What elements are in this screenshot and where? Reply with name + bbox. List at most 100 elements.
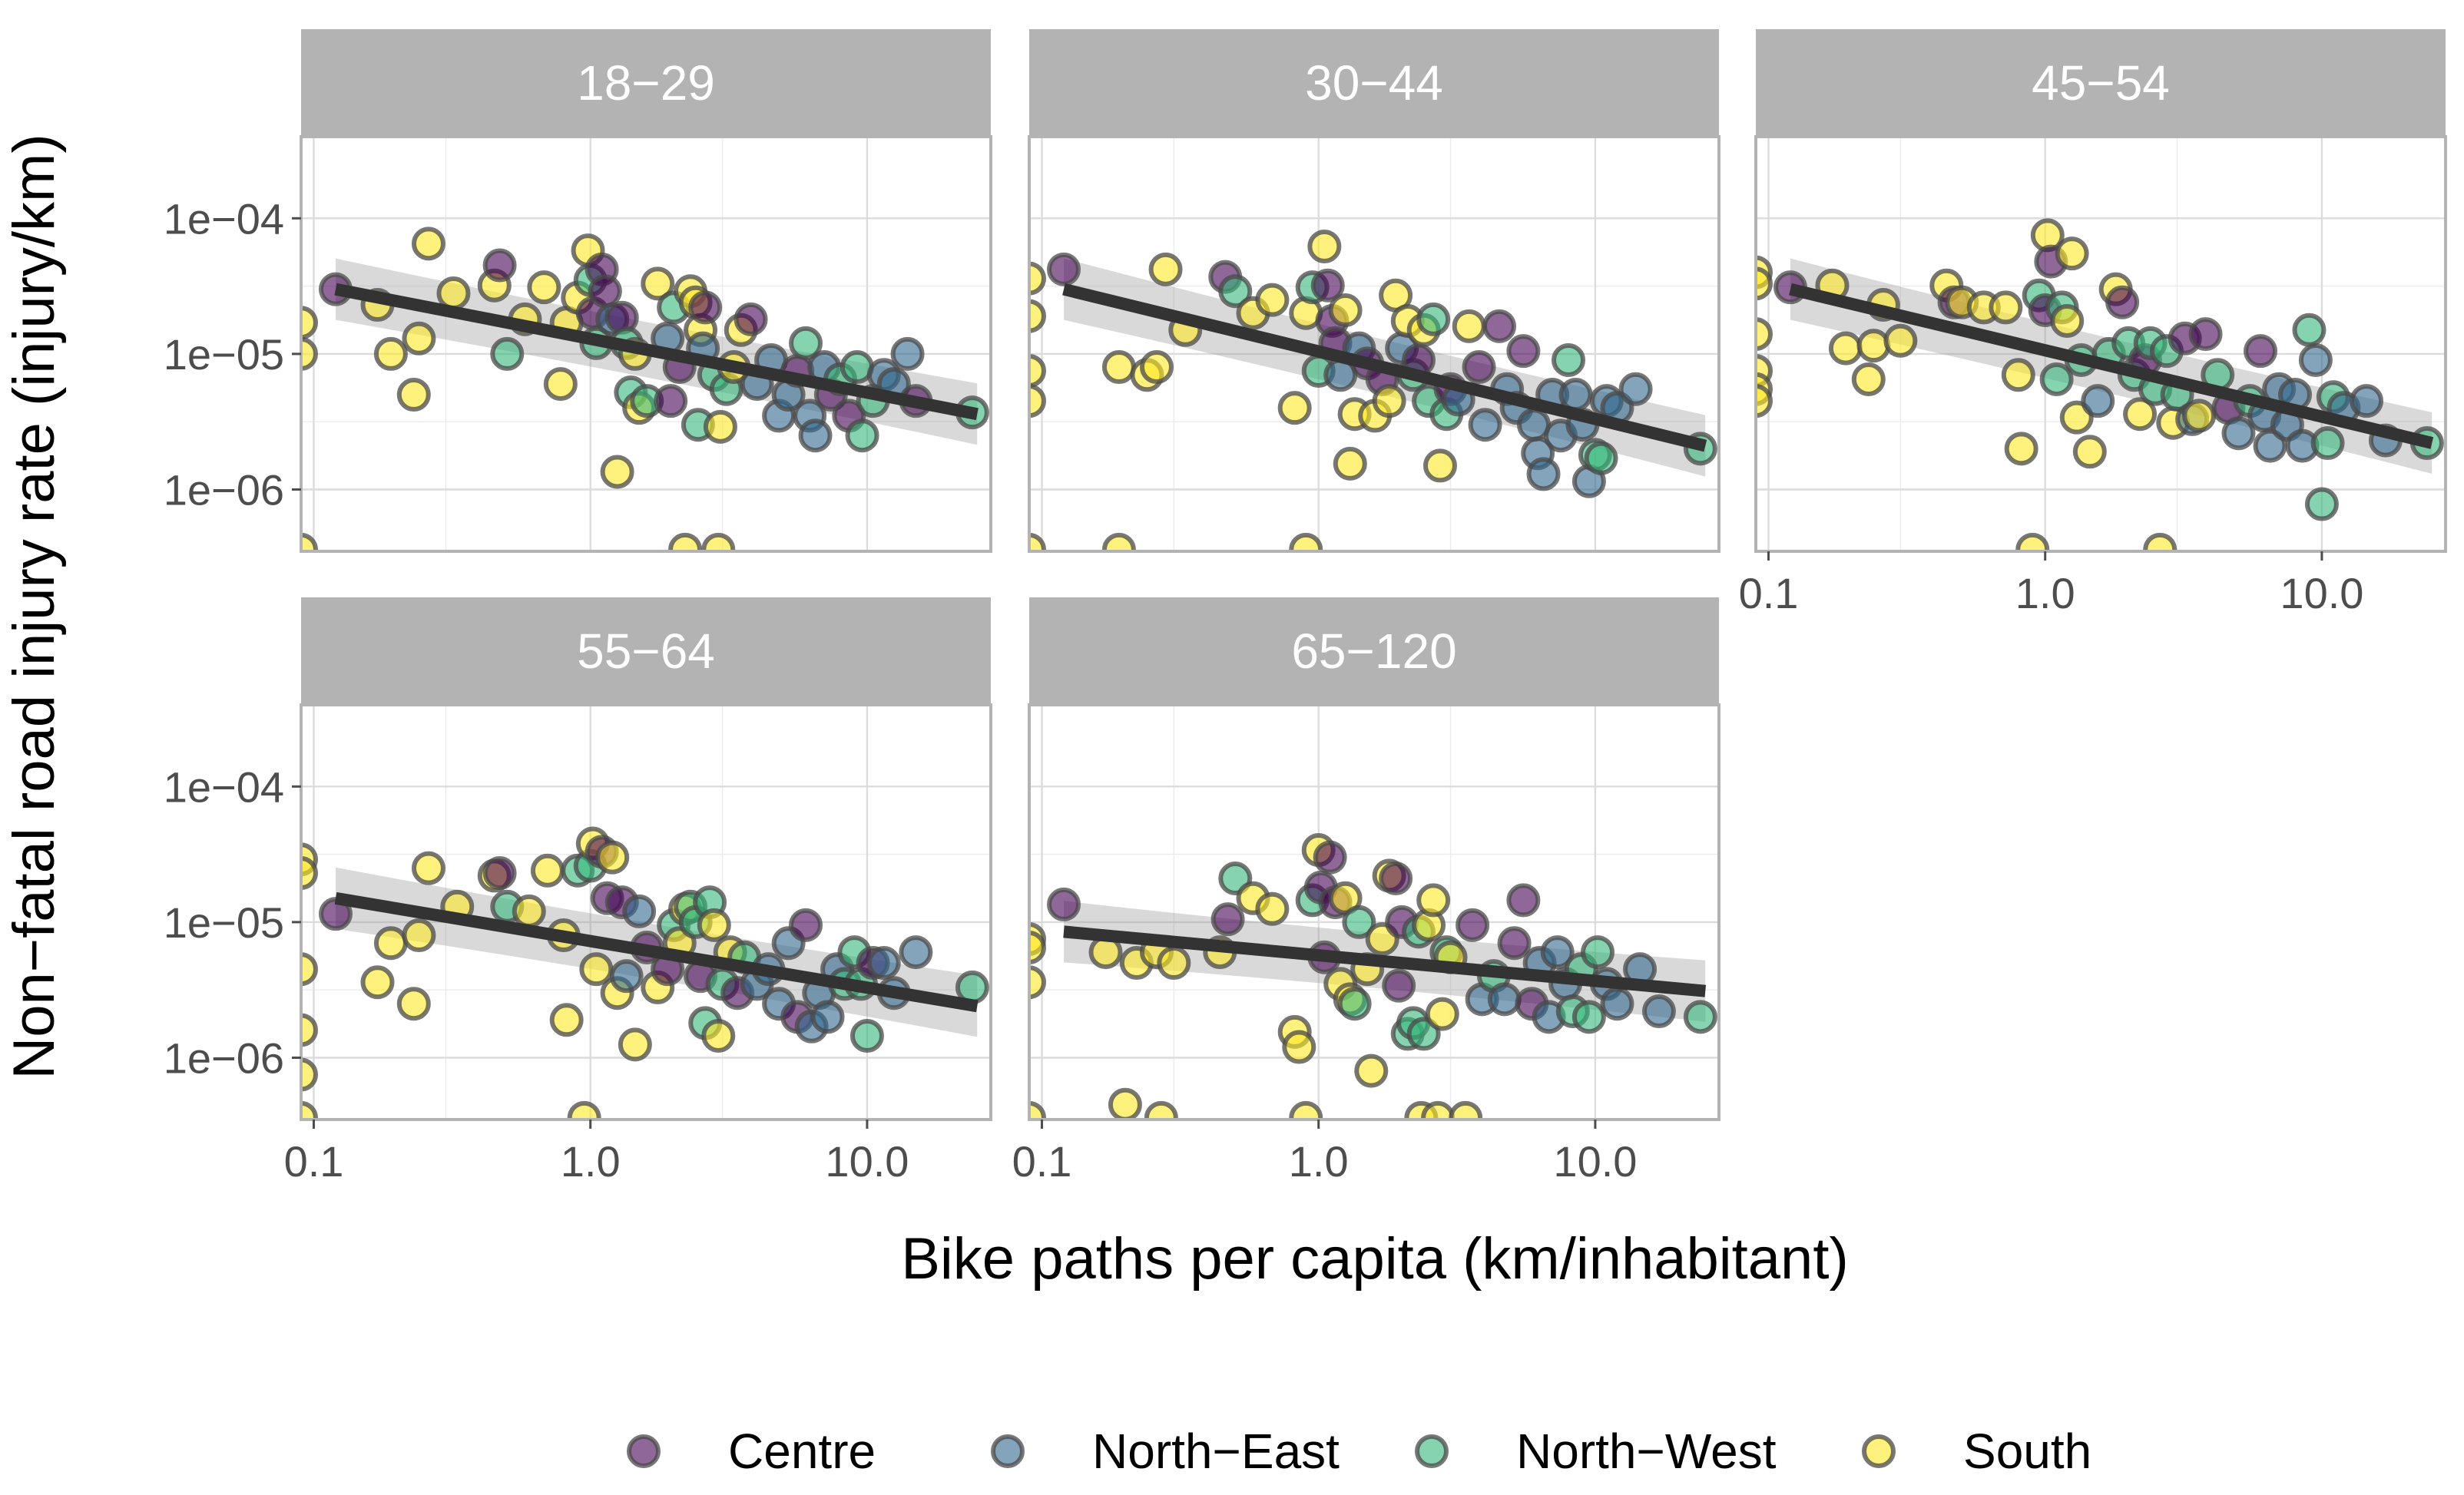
data-point xyxy=(579,952,614,987)
legend-key xyxy=(1862,1434,1896,1468)
data-point xyxy=(2001,358,2035,392)
legend-item: South xyxy=(1862,1424,2091,1479)
data-point xyxy=(512,894,546,928)
data-point xyxy=(490,336,525,371)
regression-line xyxy=(334,891,979,1013)
strip-background xyxy=(1029,29,1719,137)
data-point xyxy=(1148,252,1183,286)
data-point xyxy=(1379,862,1413,896)
x-axis: 0.1 1.0 10.0 xyxy=(1012,1120,1637,1186)
x-tick-label: 1.0 xyxy=(561,1137,621,1186)
data-point xyxy=(668,532,703,551)
x-tick-label: 0.1 xyxy=(284,1137,344,1186)
data-point xyxy=(1641,994,1676,1029)
y-tick-label: 1e−06 xyxy=(164,1034,284,1082)
data-point xyxy=(301,1057,318,1092)
data-point xyxy=(1581,935,1615,970)
data-point xyxy=(2298,342,2333,377)
data-point xyxy=(1756,317,1773,352)
data-point xyxy=(2182,399,2217,433)
data-point xyxy=(734,302,768,336)
data-point xyxy=(798,418,833,453)
data-point xyxy=(2350,384,2384,418)
data-point xyxy=(396,987,431,1021)
panel-border xyxy=(1028,703,1720,1121)
data-point xyxy=(1756,266,1773,301)
data-point xyxy=(641,266,675,301)
data-point xyxy=(1029,930,1046,964)
data-point xyxy=(1462,350,1496,385)
data-point xyxy=(849,1018,884,1053)
data-point xyxy=(1354,1053,1389,1088)
x-tick-label: 1.0 xyxy=(2015,569,2075,617)
data-point xyxy=(1108,1087,1142,1120)
data-point xyxy=(373,926,408,961)
data-point xyxy=(2015,532,2050,551)
y-tick-label: 1e−06 xyxy=(164,465,284,514)
data-point xyxy=(402,321,436,356)
data-point xyxy=(1452,309,1486,343)
facet-panel: 45−54 xyxy=(1754,29,2447,553)
data-point xyxy=(789,326,823,360)
data-point xyxy=(396,378,431,412)
data-point xyxy=(1540,935,1575,970)
strip-background xyxy=(301,597,991,705)
data-point xyxy=(373,336,408,371)
data-point xyxy=(1506,883,1541,918)
strip-label: 55−64 xyxy=(577,623,715,679)
strip-label: 30−44 xyxy=(1305,55,1443,111)
data-point xyxy=(1289,532,1323,551)
strip-label: 18−29 xyxy=(577,55,715,111)
data-point xyxy=(1029,965,1046,1000)
data-point xyxy=(1157,946,1191,981)
data-point xyxy=(789,908,823,942)
data-point xyxy=(530,853,565,888)
data-point xyxy=(701,532,736,551)
facet-panel: 18−29 xyxy=(300,29,992,553)
data-point xyxy=(411,227,445,261)
data-point xyxy=(1101,350,1136,385)
panel-background xyxy=(1029,705,1719,1120)
data-point xyxy=(600,455,634,489)
data-point xyxy=(1139,350,1174,385)
y-tick-label: 1e−04 xyxy=(164,194,284,243)
data-point xyxy=(1310,268,1345,303)
data-point xyxy=(301,1013,318,1047)
regression-line xyxy=(1062,283,1707,452)
data-point xyxy=(2244,334,2278,369)
data-point xyxy=(2253,428,2287,463)
data-point xyxy=(1552,342,1586,377)
data-point xyxy=(899,935,933,970)
y-axes: 1e−06 1e−05 1e−04 1e−06 1e−05 1e−04 xyxy=(164,194,301,1082)
regression-line xyxy=(1063,925,1707,997)
data-point xyxy=(1584,441,1618,475)
data-point xyxy=(1526,457,1561,491)
legend-item: North−East xyxy=(991,1424,1340,1479)
x-tick-label: 10.0 xyxy=(2280,569,2363,617)
data-point xyxy=(609,959,644,994)
data-point xyxy=(1255,891,1290,926)
legend-label: Centre xyxy=(728,1424,876,1479)
data-point xyxy=(2188,317,2223,352)
data-point xyxy=(810,1000,845,1034)
data-point xyxy=(618,1027,652,1062)
data-point xyxy=(1468,408,1502,442)
legend-label: South xyxy=(1963,1424,2091,1479)
data-point xyxy=(1422,448,1457,483)
data-point xyxy=(697,908,731,942)
facet-panel: 65−120 xyxy=(1028,597,1720,1121)
data-point xyxy=(1047,252,1081,286)
data-point xyxy=(2310,426,2345,461)
data-point xyxy=(1571,1000,1606,1034)
data-point xyxy=(1029,261,1046,296)
data-point xyxy=(527,270,561,305)
x-tick-label: 10.0 xyxy=(1553,1137,1637,1186)
data-point xyxy=(301,306,318,340)
data-point xyxy=(1497,926,1532,961)
x-tick-label: 0.1 xyxy=(1012,1137,1072,1186)
data-point xyxy=(1307,229,1342,263)
legend-label: North−East xyxy=(1092,1424,1340,1479)
data-point xyxy=(1856,329,1891,363)
facet-panel: 30−44 xyxy=(1028,29,1720,553)
